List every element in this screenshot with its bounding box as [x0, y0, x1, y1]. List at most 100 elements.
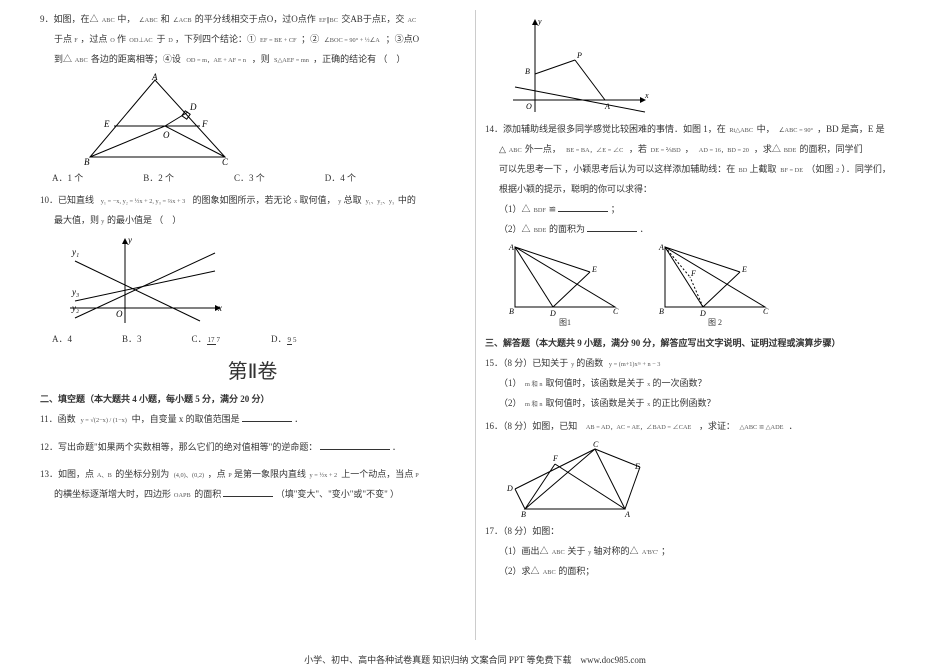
q13-P2: P: [416, 469, 420, 481]
q12-blank: [320, 440, 390, 450]
svg-text:A: A: [624, 510, 630, 519]
q10-optD: D．95: [271, 332, 298, 345]
svg-text:O: O: [163, 130, 170, 140]
q14-s1end: ；: [611, 204, 620, 214]
q9-optA: A．1 个: [52, 171, 83, 184]
q10-line2: 最大值，则 y 的最小值是 （ ）: [40, 212, 465, 229]
svg-text:B: B: [659, 307, 664, 316]
q13-l2: 的横坐标逐渐增大时，四边形 OAPB 的面积 （填"变大"、"变小"或"不变" …: [40, 486, 465, 503]
svg-text:x: x: [644, 91, 649, 100]
q14-cond: BE = BA，∠E = ∠C: [566, 145, 623, 157]
q9-abc: ABC: [101, 15, 114, 27]
q11-b: 中，自变量 x 的取值范围是: [132, 414, 240, 424]
page-footer: 小学、初中、高中各种试卷真题 知识归纳 文案合同 PPT 等免费下载 www.d…: [0, 653, 950, 666]
q9-od: OD⊥AC: [130, 35, 153, 47]
svg-text:D: D: [699, 309, 706, 317]
svg-text:O: O: [116, 309, 123, 319]
q10-options: A．4 B．3 C．177 D．95: [52, 332, 465, 345]
q13-l2c: （填"变大"、"变小"或"不变": [276, 489, 388, 499]
q9-line1: 9．如图，在△ ABC 中， ∠ABC 和 ∠ACB 的平分线相交于点O，过O点…: [40, 11, 465, 28]
q14-l1: 14．添加辅助线是很多同学感觉比较困难的事情．如图 1，在 Rt△ABC 中， …: [485, 121, 910, 138]
q13-P: P: [228, 469, 232, 481]
q9-text: 和: [161, 14, 170, 24]
svg-text:y₃: y₃: [71, 287, 79, 297]
svg-text:D: D: [506, 484, 513, 493]
q14-ang: ∠ABC = 90°: [779, 125, 813, 137]
q9-abc2: ABC: [75, 55, 88, 67]
footer-link[interactable]: www.doc985.com: [580, 655, 645, 665]
q9-text: 各边的距离相等；④设: [91, 54, 181, 64]
q14-s1: （1）△ BDF ≌ ；: [485, 201, 910, 218]
q11-expr: y = √(2−x) / (1−x): [80, 415, 126, 427]
q16-cond: AB = AD，AC = AE，∠BAD = ∠CAE: [585, 422, 691, 434]
svg-text:A: A: [151, 72, 158, 82]
svg-text:P: P: [576, 51, 582, 60]
q16-h2: ，求证：: [699, 421, 735, 431]
q9-text: ；③点O: [386, 34, 420, 44]
svg-text:x: x: [217, 303, 222, 313]
q9-options: A．1 个 B．2 个 C．3 个 D．4 个: [52, 171, 465, 184]
svg-text:C: C: [763, 307, 769, 316]
q16-concl: △ABC ≌ △ADE: [740, 422, 784, 434]
q14-t: 可以先思考一下: [499, 164, 562, 174]
q13-a: 13．如图，点: [40, 469, 94, 479]
q9-optD: D．4 个: [325, 171, 356, 184]
q15-s1b: 取何值时，该函数是关于: [545, 378, 644, 388]
q10-optA: A．4: [52, 332, 72, 345]
q10-text: 的最小值是: [107, 215, 152, 225]
svg-text:E: E: [591, 265, 597, 274]
q12-a: 12．写出命题"如果两个实数相等，那么它们的绝对值相等"的逆命题：: [40, 442, 317, 452]
q13-oapb: OAPB: [174, 489, 191, 501]
q14-s2end: ．: [640, 224, 649, 234]
q10-y1: y₁ = −x, y₂ = ½x + 2, y₃ = ⅔x + 3: [101, 196, 186, 208]
q14-t: ，求△: [754, 144, 781, 154]
q10-optD-label: D．: [271, 334, 287, 344]
q9-text: 于点: [54, 34, 72, 44]
q14-cap1: 图1: [505, 317, 625, 328]
q12: 12．写出命题"如果两个实数相等，那么它们的绝对值相等"的逆命题： ．: [40, 439, 465, 456]
svg-text:B: B: [84, 157, 90, 167]
q14-l3: 可以先思考一下 ，小颖思考后认为可以这样添加辅助线：在 BD 上截取 BF = …: [485, 161, 910, 178]
q13-AB: A、B: [97, 469, 112, 481]
q10-svg: y x O y₁ y₃ y₂: [60, 233, 230, 328]
q15-mn2: m 和 n: [525, 398, 543, 410]
q11: 11．函数 y = √(2−x) / (1−x) 中，自变量 x 的取值范围是 …: [40, 411, 465, 428]
q14-abc: ABC: [509, 145, 522, 157]
q16-figure: BA CF DE: [505, 439, 910, 519]
q15-s1c: 的一次函数？: [652, 378, 706, 388]
q9-D: D: [168, 35, 173, 47]
q14-s2a: （2）△: [499, 224, 531, 234]
q9-F: F: [74, 35, 78, 47]
q17-s1: （1）画出△ ABC 关于 y 轴对称的△ A'B'C' ；: [485, 543, 910, 560]
q10-optC-label: C．: [192, 334, 207, 344]
svg-text:D: D: [189, 102, 197, 112]
right-column: y x O B A P 14．添加辅助线是很多同学感觉比较困难的事情．如图 1，…: [475, 8, 920, 640]
q14-t: △: [499, 144, 506, 154]
q16: 16．（8 分）如图，已知 AB = AD，AC = AE，∠BAD = ∠CA…: [485, 418, 910, 435]
svg-text:E: E: [103, 119, 110, 129]
q14-t: ）．同学们，: [841, 164, 891, 174]
q10-text: 10．已知直线: [40, 195, 94, 205]
q9-text: 交AB于点E，交: [341, 14, 404, 24]
q15-x1: x: [647, 378, 650, 390]
q9-ef: EF∥BC: [319, 15, 338, 27]
q14-t: 的面积，同学们: [799, 144, 862, 154]
q10-y2: y: [101, 216, 104, 228]
svg-text:D: D: [549, 309, 556, 317]
q9-c4a: OD = m，AE + AF = n: [187, 55, 247, 67]
q9-c4b: S△AEF = mn: [274, 55, 309, 67]
q11-end: ．: [294, 414, 303, 424]
q10-paren: （ ）: [154, 212, 181, 229]
q14-s1b: ≌: [549, 204, 557, 214]
footer-text: 小学、初中、高中各种试卷真题 知识归纳 文案合同 PPT 等免费下载: [304, 655, 571, 665]
q17-s1c: 轴对称的△: [593, 546, 638, 556]
q13-c: ，点: [208, 469, 226, 479]
svg-text:B: B: [521, 510, 526, 519]
svg-text:A: A: [508, 243, 514, 252]
q17-abc: ABC: [551, 547, 564, 559]
q14-fig2: ABC DEF 图 2: [655, 242, 775, 328]
q11-blank: [242, 412, 292, 422]
q15-s2: （2）: [499, 398, 522, 408]
q14-t: ，: [685, 144, 694, 154]
q13-l2a: 的横坐标逐渐增大时，四边形: [54, 489, 171, 499]
